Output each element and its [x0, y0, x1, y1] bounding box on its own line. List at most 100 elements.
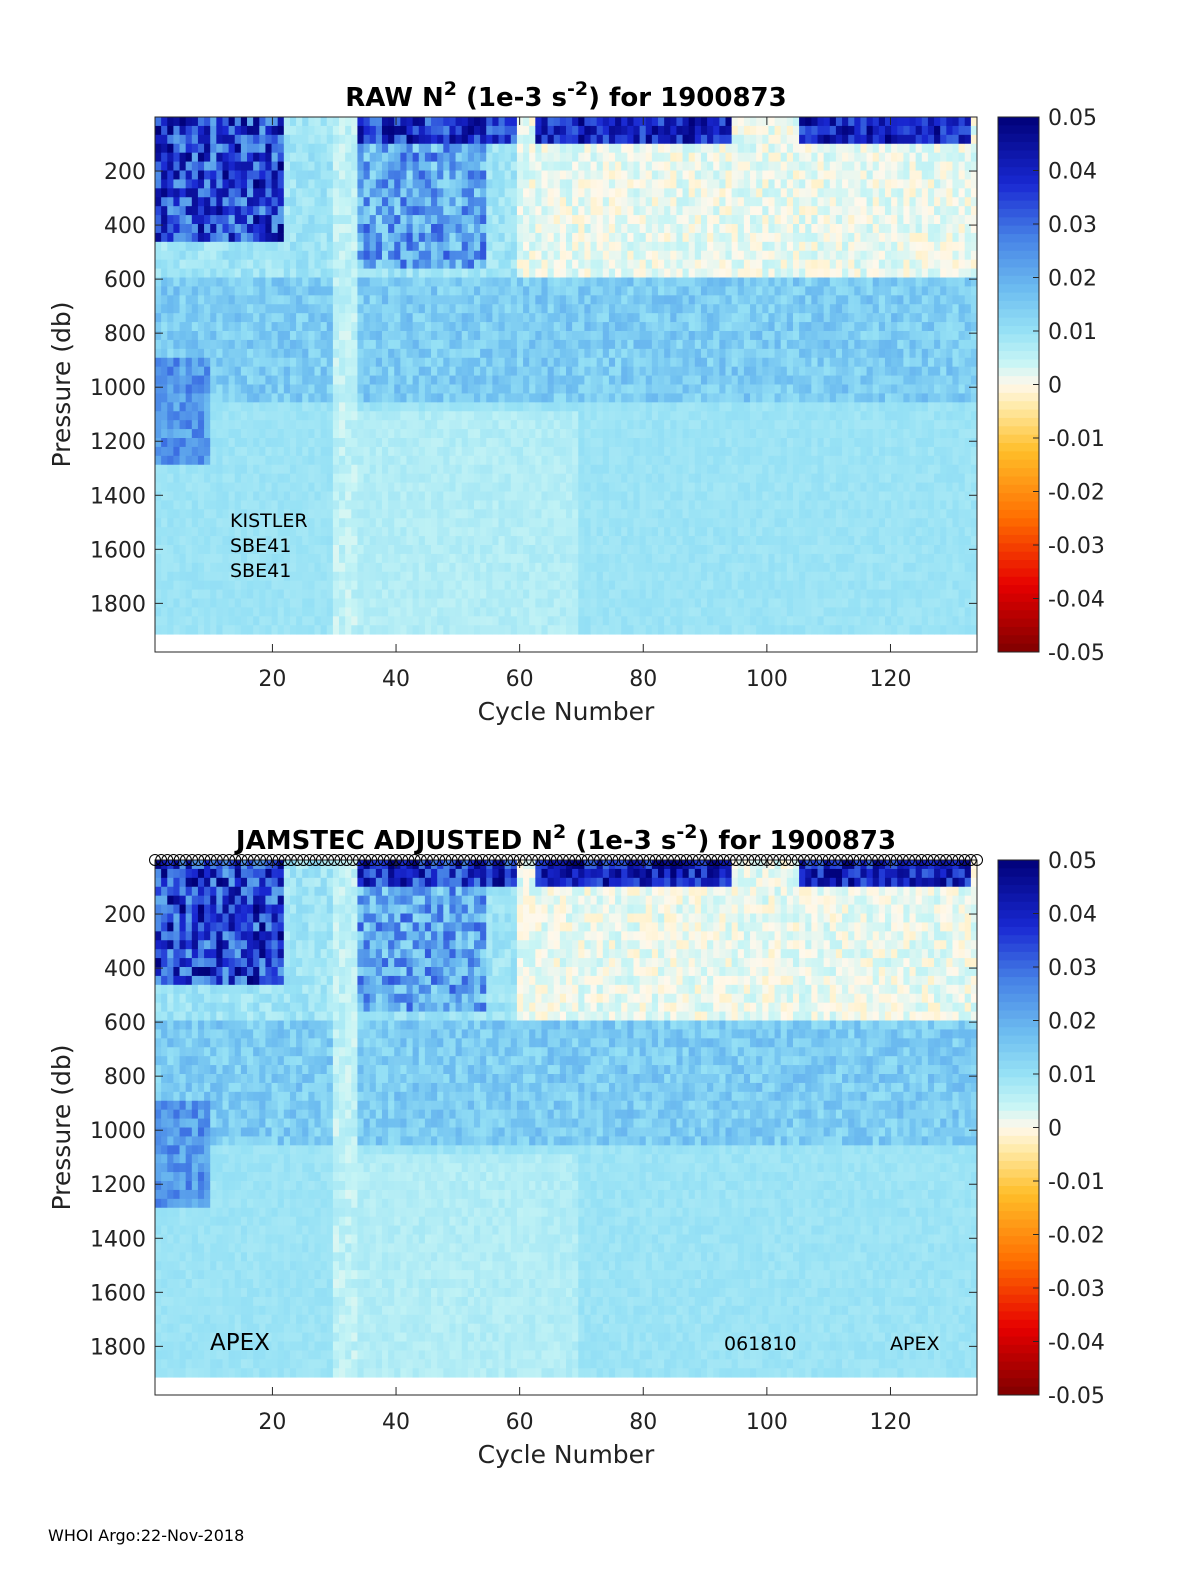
heatmap-cell	[523, 206, 530, 216]
heatmap-cell	[222, 545, 230, 555]
heatmap-cell	[553, 509, 561, 519]
heatmap-cell	[572, 277, 579, 287]
heatmap-cell	[155, 241, 162, 252]
heatmap-cell	[608, 384, 616, 394]
heatmap-cell	[461, 553, 469, 564]
heatmap-cell	[664, 473, 671, 483]
heatmap-cell	[332, 562, 340, 573]
heatmap-cell	[418, 509, 426, 519]
heatmap-cell	[240, 117, 248, 127]
heatmap-cell	[449, 429, 456, 439]
heatmap-cell	[615, 455, 622, 466]
heatmap-cell	[559, 446, 567, 457]
heatmap-cell	[535, 562, 542, 573]
heatmap-cell	[369, 527, 377, 537]
heatmap-cell	[523, 518, 530, 528]
heatmap-cell	[602, 500, 610, 510]
heatmap-cell	[265, 277, 272, 287]
heatmap-cell	[443, 117, 450, 127]
heatmap-cell	[523, 322, 530, 332]
heatmap-cell	[651, 438, 659, 448]
heatmap-cell	[566, 518, 573, 528]
heatmap-cell	[394, 304, 401, 314]
heatmap-cell	[173, 438, 180, 448]
heatmap-cell	[191, 357, 199, 368]
heatmap-cell	[247, 446, 254, 457]
heatmap-cell	[363, 375, 371, 385]
heatmap-cell	[486, 607, 493, 617]
heatmap-cell	[222, 402, 230, 412]
heatmap-cell	[179, 331, 187, 341]
heatmap-cell	[412, 375, 420, 385]
heatmap-cell	[461, 438, 469, 448]
heatmap-cell	[437, 366, 444, 376]
heatmap-cell	[363, 304, 371, 314]
heatmap-cell	[541, 545, 548, 555]
heatmap-cell	[572, 598, 579, 608]
heatmap-cell	[541, 491, 548, 501]
heatmap-cell	[504, 545, 512, 555]
heatmap-cell	[222, 295, 230, 305]
heatmap-cell	[406, 304, 414, 314]
heatmap-cell	[247, 545, 254, 555]
heatmap-cell	[467, 152, 475, 162]
heatmap-cell	[664, 482, 671, 492]
heatmap-cell	[314, 366, 322, 376]
heatmap-cell	[400, 527, 407, 537]
heatmap-cell	[627, 277, 634, 287]
heatmap-cell	[197, 384, 205, 394]
heatmap-cell	[265, 625, 272, 635]
heatmap-cell	[167, 562, 174, 573]
heatmap-cell	[627, 562, 634, 573]
heatmap-cell	[418, 607, 426, 617]
heatmap-cell	[455, 286, 463, 296]
heatmap-cell	[590, 215, 598, 225]
heatmap-cell	[381, 438, 389, 448]
heatmap-cell	[412, 562, 420, 573]
heatmap-cell	[608, 464, 616, 475]
heatmap-cell	[369, 224, 377, 234]
heatmap-cell	[253, 411, 260, 421]
heatmap-cell	[584, 589, 591, 599]
heatmap-cell	[639, 518, 647, 528]
heatmap-cell	[627, 232, 634, 243]
heatmap-cell	[296, 206, 303, 216]
heatmap-cell	[204, 125, 211, 136]
heatmap-cell	[529, 313, 536, 323]
heatmap-cell	[670, 339, 677, 350]
heatmap-cell	[590, 152, 598, 162]
heatmap-cell	[535, 268, 542, 278]
heatmap-cell	[222, 464, 230, 475]
heatmap-cell	[191, 464, 199, 475]
heatmap-cell	[516, 402, 524, 412]
heatmap-cell	[412, 420, 420, 430]
heatmap-cell	[547, 518, 555, 528]
heatmap-cell	[559, 527, 567, 537]
heatmap-cell	[418, 117, 426, 127]
heatmap-cell	[394, 491, 401, 501]
heatmap-cell	[676, 482, 683, 492]
heatmap-cell	[204, 224, 211, 234]
heatmap-cell	[394, 589, 401, 599]
heatmap-cell	[424, 241, 432, 252]
heatmap-cell	[406, 322, 414, 332]
heatmap-cell	[320, 455, 328, 466]
heatmap-cell	[240, 625, 248, 635]
heatmap-cell	[179, 455, 187, 466]
heatmap-cell	[234, 179, 242, 189]
heatmap-cell	[516, 438, 524, 448]
heatmap-cell	[455, 170, 463, 180]
heatmap-cell	[179, 545, 187, 555]
heatmap-cell	[369, 143, 377, 154]
heatmap-cell	[296, 331, 303, 341]
heatmap-cell	[529, 188, 536, 198]
heatmap-cell	[431, 545, 438, 555]
heatmap-cell	[191, 384, 199, 394]
heatmap-cell	[651, 250, 659, 261]
heatmap-cell	[639, 464, 647, 475]
heatmap-cell	[615, 179, 622, 189]
heatmap-cell	[314, 143, 322, 154]
heatmap-cell	[210, 500, 217, 510]
heatmap-cell	[247, 188, 254, 198]
heatmap-cell	[326, 179, 334, 189]
